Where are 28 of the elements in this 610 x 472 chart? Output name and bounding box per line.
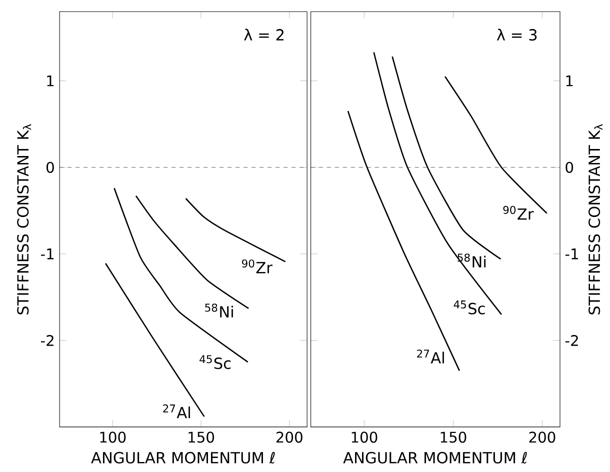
text: λ = 2: [244, 28, 284, 40]
series-label: $^{27}$Al: [163, 404, 190, 418]
y-tick-label: 1: [47, 75, 54, 86]
y-tick-label: 0: [46, 162, 54, 173]
text: λ = 3: [496, 28, 537, 41]
series-label: $^{27}$Al: [417, 350, 444, 364]
y-tick-label: -2: [565, 334, 578, 346]
x-axis-title: ANGULAR MOMENTUM ℓ: [343, 452, 527, 464]
series-label: $^{90}$Zr: [242, 259, 272, 274]
series-label: $^{45}$Sc: [200, 355, 231, 370]
x-tick-label: 150: [440, 432, 466, 443]
y-tick-label: 0: [566, 162, 574, 173]
x-tick-label: 100: [100, 432, 126, 443]
series-label: $^{58}$Ni: [205, 304, 233, 318]
y-tick-label: 1: [566, 75, 573, 86]
x-axis-title: ANGULAR MOMENTUM ℓ: [91, 452, 275, 464]
series-label: $^{90}$Zr: [503, 206, 534, 220]
x-tick-label: 100: [352, 432, 378, 443]
series-label: $^{58}$Ni: [458, 254, 486, 268]
y-axis-title: STIFFNESS CONSTANT K$_{λ}$: [588, 124, 603, 314]
series-label: $^{45}$Sc: [454, 300, 485, 314]
x-tick-label: 200: [276, 432, 302, 443]
y-tick-label: -1: [40, 248, 54, 260]
y-tick-label: -2: [40, 334, 54, 346]
x-tick-label: 200: [529, 432, 556, 443]
x-tick-label: 150: [188, 432, 214, 443]
y-tick-label: -1: [565, 248, 578, 260]
y-axis-title: STIFFNESS CONSTANT K$_{λ}$: [17, 124, 32, 314]
